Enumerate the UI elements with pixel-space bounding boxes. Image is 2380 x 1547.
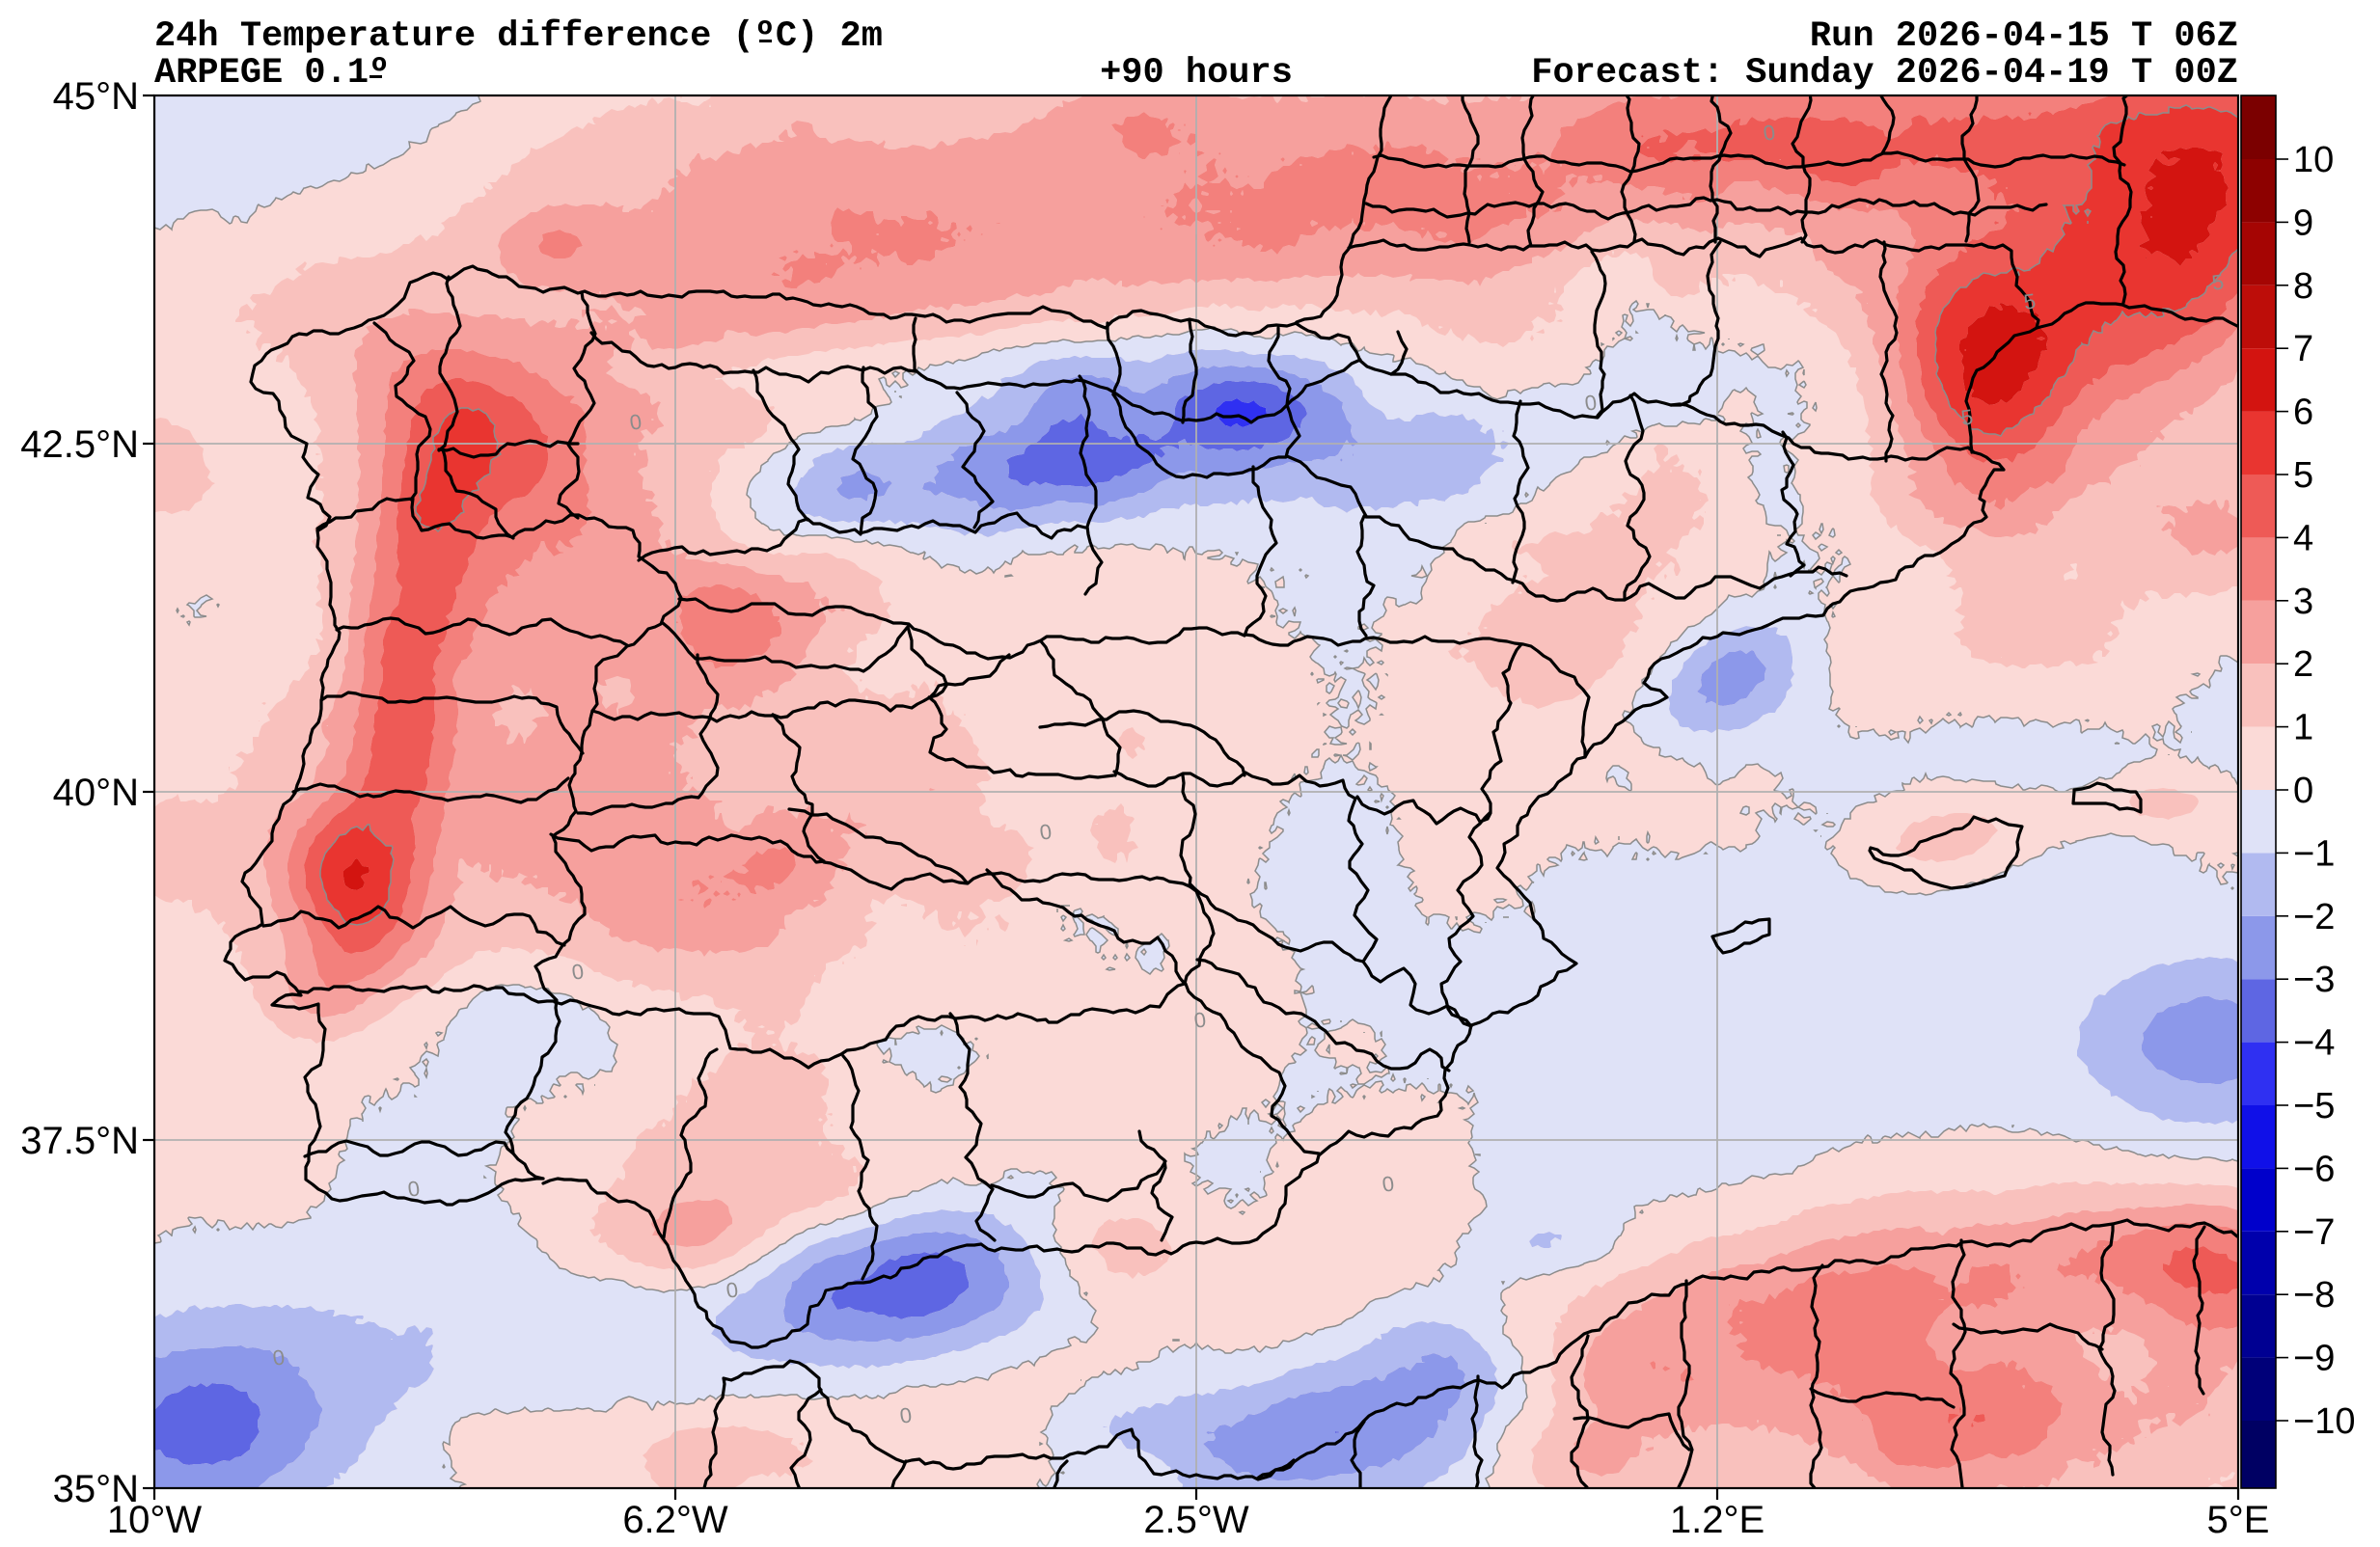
svg-text:10°W: 10°W bbox=[107, 1499, 202, 1541]
svg-text:−10: −10 bbox=[2293, 1401, 2355, 1442]
svg-text:−1: −1 bbox=[2293, 833, 2335, 874]
svg-text:−7: −7 bbox=[2293, 1212, 2335, 1253]
svg-text:2: 2 bbox=[2293, 644, 2313, 685]
svg-text:7: 7 bbox=[2293, 329, 2313, 369]
svg-text:8: 8 bbox=[2293, 266, 2313, 307]
svg-text:0: 0 bbox=[2293, 771, 2313, 811]
svg-text:0: 0 bbox=[1762, 120, 1777, 145]
svg-text:5°E: 5°E bbox=[2207, 1499, 2270, 1541]
svg-text:0: 0 bbox=[406, 1176, 422, 1201]
svg-text:0: 0 bbox=[1381, 1171, 1396, 1196]
svg-text:5: 5 bbox=[1959, 404, 1975, 429]
svg-text:0: 0 bbox=[725, 1277, 740, 1302]
svg-text:4: 4 bbox=[2293, 518, 2313, 558]
svg-text:−2: −2 bbox=[2293, 897, 2335, 937]
svg-text:6: 6 bbox=[2293, 393, 2313, 433]
svg-text:−3: −3 bbox=[2293, 960, 2335, 1000]
svg-text:0: 0 bbox=[1583, 390, 1599, 415]
svg-text:−4: −4 bbox=[2293, 1023, 2335, 1064]
svg-text:Forecast: Sunday 2026-04-19 T: Forecast: Sunday 2026-04-19 T 00Z bbox=[1531, 53, 2238, 94]
svg-text:−5: −5 bbox=[2293, 1086, 2335, 1126]
svg-text:10: 10 bbox=[2293, 140, 2334, 180]
svg-text:0: 0 bbox=[570, 959, 586, 984]
svg-text:3: 3 bbox=[2293, 582, 2313, 622]
svg-text:9: 9 bbox=[2293, 203, 2313, 243]
svg-text:0: 0 bbox=[628, 409, 643, 434]
svg-text:0: 0 bbox=[898, 1402, 914, 1427]
svg-text:6.2°W: 6.2°W bbox=[622, 1499, 728, 1541]
svg-text:45°N: 45°N bbox=[53, 75, 139, 118]
svg-text:0: 0 bbox=[1038, 819, 1053, 844]
svg-text:1: 1 bbox=[2293, 708, 2313, 748]
svg-text:42.5°N: 42.5°N bbox=[20, 423, 139, 466]
svg-text:−6: −6 bbox=[2293, 1149, 2335, 1189]
svg-text:−9: −9 bbox=[2293, 1339, 2335, 1379]
svg-text:−8: −8 bbox=[2293, 1275, 2335, 1316]
svg-text:Run 2026-04-15 T 06Z: Run 2026-04-15 T 06Z bbox=[1810, 16, 2238, 57]
svg-text:1.2°E: 1.2°E bbox=[1670, 1499, 1764, 1541]
svg-text:5: 5 bbox=[2022, 288, 2038, 313]
svg-text:24h Temperature difference (ºC: 24h Temperature difference (ºC) 2m bbox=[154, 16, 883, 57]
svg-text:40°N: 40°N bbox=[53, 772, 139, 814]
svg-text:+90 hours: +90 hours bbox=[1100, 53, 1293, 94]
svg-text:0: 0 bbox=[1192, 1007, 1208, 1032]
svg-text:ARPEGE 0.1º: ARPEGE 0.1º bbox=[154, 53, 390, 94]
svg-text:0: 0 bbox=[271, 1344, 287, 1370]
svg-text:2.5°W: 2.5°W bbox=[1143, 1499, 1249, 1541]
svg-text:5: 5 bbox=[2210, 269, 2226, 294]
svg-text:35°N: 35°N bbox=[53, 1468, 139, 1510]
svg-text:37.5°N: 37.5°N bbox=[20, 1120, 139, 1162]
svg-text:5: 5 bbox=[2293, 455, 2313, 496]
